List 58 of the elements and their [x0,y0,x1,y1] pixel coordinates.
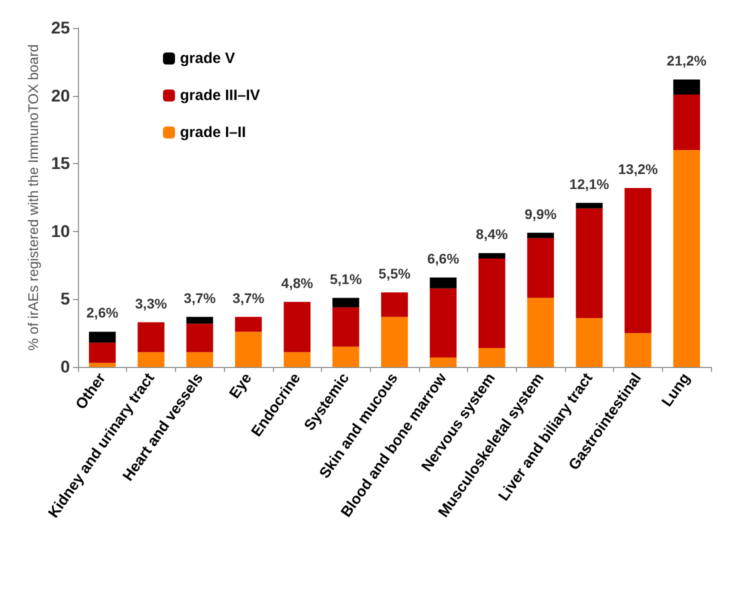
bar [624,333,652,367]
bar [478,258,506,348]
y-tick-label: 25 [51,18,70,38]
total-label: 13,2% [618,161,658,178]
bar [138,352,164,367]
bar [527,238,554,298]
total-label: 12,1% [569,176,610,192]
bar [186,316,214,324]
bar [284,352,311,367]
legend-label: grade I–II [180,124,246,141]
bar [88,332,116,343]
total-label: 8,4% [476,226,508,242]
total-label: 4,8% [281,274,314,291]
bar [381,292,408,317]
bar [478,348,506,367]
total-label: 3,3% [135,295,168,312]
total-label: 9,9% [524,206,558,222]
bar [527,232,554,238]
bar [332,307,360,347]
y-tick-label: 15 [51,154,70,174]
bar [284,302,311,352]
bar [88,342,116,363]
bar [576,208,603,318]
bar [478,253,506,259]
bar [673,150,700,367]
bar [576,202,603,208]
y-axis-title: % of irAEs registered with the ImmunoTOX board [25,44,41,351]
y-tick-label: 5 [60,290,70,309]
total-label: 3,7% [184,290,216,306]
total-label: 5,5% [378,265,411,282]
bar [235,316,262,332]
bar [186,352,214,367]
bar [235,332,262,367]
total-label: 6,6% [427,250,460,267]
bar [381,316,408,367]
bar [673,80,700,94]
bar [332,346,360,367]
bar [430,358,457,367]
bar [186,324,214,352]
bar [576,318,603,367]
bar [430,278,457,288]
total-label: 5,1% [330,270,362,287]
x-tick-label: Eye [226,370,256,402]
legend-label: grade V [180,50,236,67]
bar [624,188,652,334]
bar [88,362,116,367]
total-label: 2,6% [86,304,119,321]
bar [138,322,164,352]
total-label: 21,2% [666,52,708,69]
legend-label: grade III–IV [180,87,260,104]
bar [673,94,700,150]
bar [527,298,554,367]
y-tick-label: 0 [60,358,70,376]
y-tick-label: 20 [51,86,70,106]
bar [332,298,360,308]
y-tick-label: 10 [51,222,70,241]
total-label: 3,7% [232,290,265,306]
bar [430,288,457,358]
